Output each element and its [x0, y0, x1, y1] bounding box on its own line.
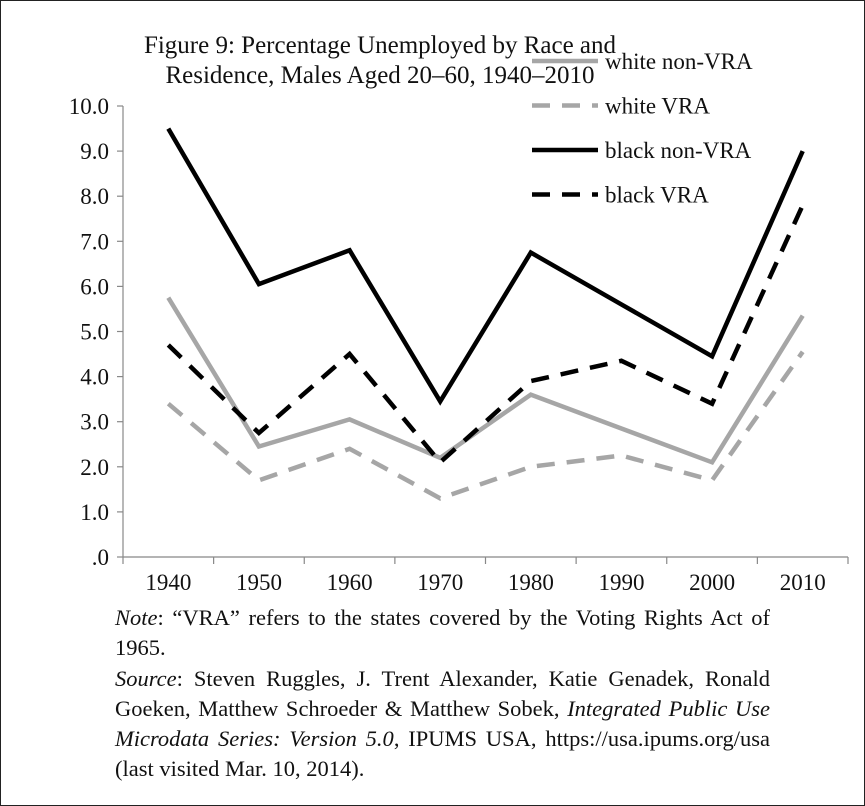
- legend-label: white VRA: [605, 94, 710, 119]
- y-tick-label: 10.0: [69, 94, 109, 119]
- x-tick-label: 1980: [508, 570, 554, 595]
- y-tick-label: 3.0: [80, 410, 109, 435]
- source-paragraph: Source: Steven Ruggles, J. Trent Alexand…: [115, 664, 770, 784]
- series-line-black-non-vra: [166, 127, 805, 406]
- source-text-2: , IPUMS USA, https://usa.ipums.org/usa (…: [115, 726, 770, 781]
- note-paragraph: Note: “VRA” refers to the states covered…: [115, 603, 770, 663]
- y-tick-label: 9.0: [80, 139, 109, 164]
- x-tick-label: 1940: [145, 570, 191, 595]
- chart-title-line-1: Figure 9: Percentage Unemployed by Race …: [143, 32, 617, 59]
- y-tick-label: 8.0: [80, 184, 109, 209]
- y-tick-label: 7.0: [80, 229, 109, 254]
- source-text-1: : Steven Ruggles, J. Trent Alexander, Ka…: [115, 666, 770, 721]
- source-title: Integrated Public Use Microdata Series: …: [115, 696, 770, 751]
- note-text: : “VRA” refers to the states covered by …: [115, 605, 770, 660]
- x-tick-label: 1950: [236, 570, 282, 595]
- y-tick-label: .0: [92, 545, 109, 570]
- y-tick-label: 5.0: [80, 320, 109, 345]
- legend-label: black VRA: [605, 183, 709, 208]
- x-tick-label: 2010: [780, 570, 826, 595]
- y-tick-label: 2.0: [80, 455, 109, 480]
- x-tick-label: 1970: [417, 570, 463, 595]
- note-label: Note: [115, 605, 158, 630]
- legend-label: black non-VRA: [605, 138, 752, 163]
- y-tick-label: 1.0: [80, 500, 109, 525]
- legend-label: white non-VRA: [605, 49, 753, 74]
- x-tick-label: 2000: [689, 570, 735, 595]
- series-line-white-vra: [166, 350, 805, 501]
- source-label: Source: [115, 666, 177, 691]
- x-tick-label: 1960: [327, 570, 373, 595]
- chart-title-line-2: Residence, Males Aged 20–60, 1940–2010: [165, 62, 595, 89]
- series-line-white-non-vra: [166, 296, 805, 466]
- y-tick-label: 6.0: [80, 274, 109, 299]
- x-tick-label: 1990: [598, 570, 644, 595]
- y-tick-label: 4.0: [80, 365, 109, 390]
